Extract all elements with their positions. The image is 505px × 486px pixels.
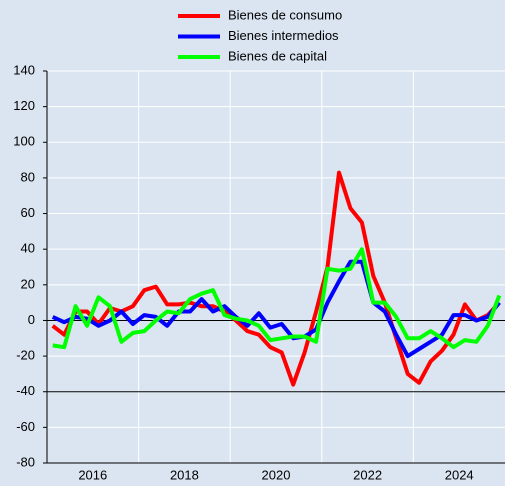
legend-label: Bienes intermedios bbox=[228, 28, 339, 43]
series-line bbox=[51, 170, 501, 387]
y-tick-label: 140 bbox=[13, 62, 35, 77]
x-tick-label: 2022 bbox=[353, 467, 382, 482]
series-line bbox=[51, 259, 501, 359]
y-tick-label: 40 bbox=[21, 241, 35, 256]
y-tick-label: 0 bbox=[28, 312, 35, 327]
legend-label: Bienes de consumo bbox=[228, 7, 342, 22]
y-tick-label: -60 bbox=[16, 419, 35, 434]
legend-label: Bienes de capital bbox=[228, 48, 327, 63]
y-tick-label: 100 bbox=[13, 134, 35, 149]
series-line bbox=[52, 247, 502, 350]
y-tick-label: 60 bbox=[21, 205, 35, 220]
y-tick-label: -80 bbox=[16, 454, 35, 469]
y-tick-label: 120 bbox=[13, 98, 35, 113]
y-tick-label: 20 bbox=[21, 276, 35, 291]
y-tick-label: 80 bbox=[21, 169, 35, 184]
x-tick-label: 2018 bbox=[170, 467, 199, 482]
y-tick-label: -20 bbox=[16, 348, 35, 363]
x-tick-label: 2024 bbox=[445, 467, 474, 482]
y-tick-label: -40 bbox=[16, 383, 35, 398]
x-tick-label: 2016 bbox=[78, 467, 107, 482]
x-tick-label: 2020 bbox=[262, 467, 291, 482]
